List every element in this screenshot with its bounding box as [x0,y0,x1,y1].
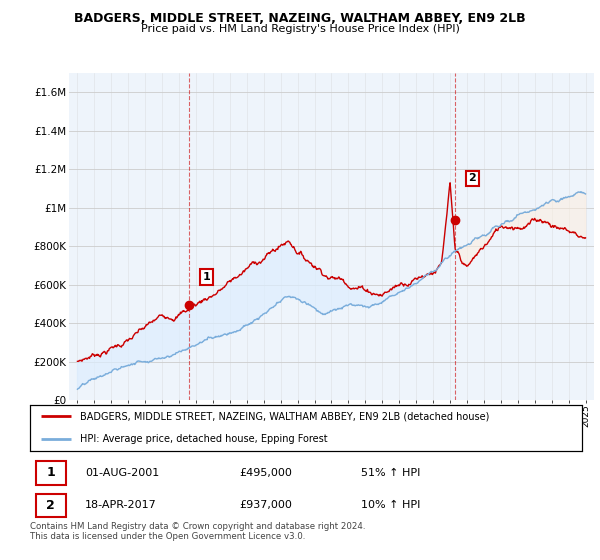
FancyBboxPatch shape [35,493,66,517]
Text: 1: 1 [202,272,210,282]
Text: 2: 2 [46,499,55,512]
Text: 2: 2 [469,173,476,183]
Text: HPI: Average price, detached house, Epping Forest: HPI: Average price, detached house, Eppi… [80,435,328,444]
Text: £495,000: £495,000 [240,468,293,478]
Text: Contains HM Land Registry data © Crown copyright and database right 2024.
This d: Contains HM Land Registry data © Crown c… [30,522,365,542]
Text: 1: 1 [46,466,55,479]
Text: BADGERS, MIDDLE STREET, NAZEING, WALTHAM ABBEY, EN9 2LB (detached house): BADGERS, MIDDLE STREET, NAZEING, WALTHAM… [80,412,489,421]
Text: £937,000: £937,000 [240,501,293,511]
Text: BADGERS, MIDDLE STREET, NAZEING, WALTHAM ABBEY, EN9 2LB: BADGERS, MIDDLE STREET, NAZEING, WALTHAM… [74,12,526,25]
Text: 18-APR-2017: 18-APR-2017 [85,501,157,511]
Text: Price paid vs. HM Land Registry's House Price Index (HPI): Price paid vs. HM Land Registry's House … [140,24,460,34]
Text: 01-AUG-2001: 01-AUG-2001 [85,468,160,478]
Text: 10% ↑ HPI: 10% ↑ HPI [361,501,421,511]
FancyBboxPatch shape [35,461,66,485]
Text: 51% ↑ HPI: 51% ↑ HPI [361,468,421,478]
